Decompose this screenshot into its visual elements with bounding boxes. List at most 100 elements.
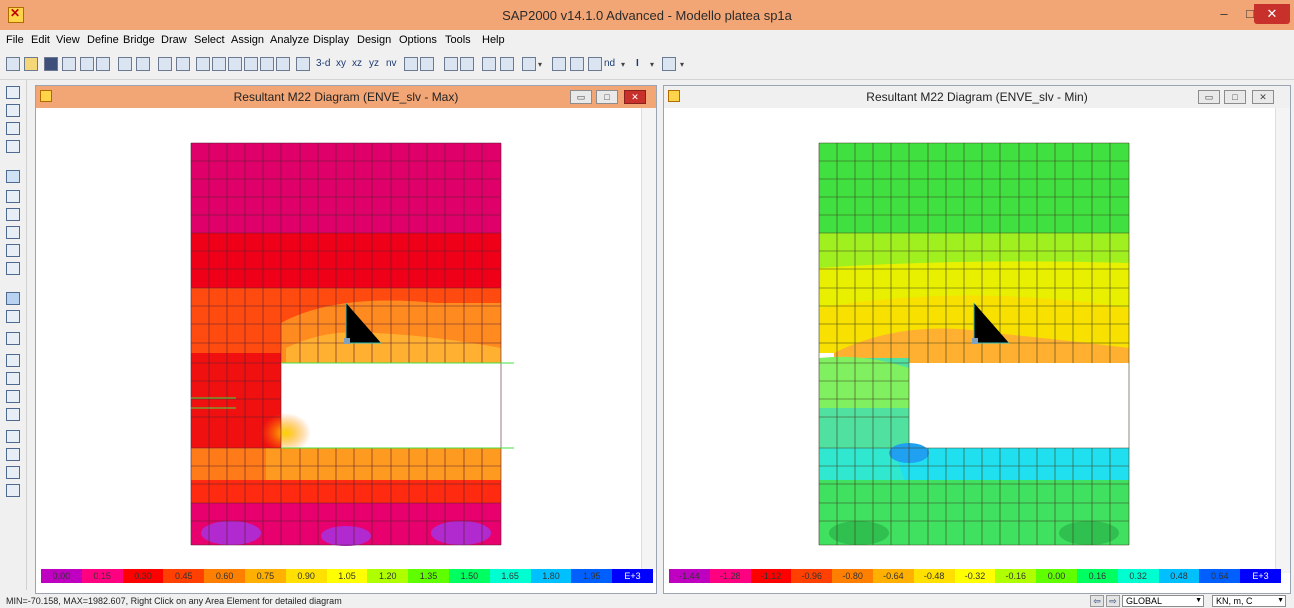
snap-perpendicular-icon[interactable] <box>6 226 20 239</box>
draw-rect-area-icon[interactable] <box>6 448 20 461</box>
zoom-previous-icon[interactable] <box>260 57 274 71</box>
panel-scrollbar[interactable] <box>641 108 656 573</box>
down-arrow-icon[interactable] <box>460 57 474 71</box>
panel-title-bar[interactable]: Resultant M22 Diagram (ENVE_slv - Max) ▭… <box>36 86 656 108</box>
menu-help[interactable]: Help <box>482 34 505 46</box>
menu-edit[interactable]: Edit <box>31 34 50 46</box>
legend-item: 0.75 <box>244 569 286 583</box>
contour-plot-min[interactable] <box>664 108 1276 568</box>
run-icon[interactable] <box>158 57 172 71</box>
rotate-view-icon[interactable] <box>404 57 418 71</box>
panel-close-button[interactable]: ✕ <box>1252 90 1274 104</box>
view-xy-button[interactable]: xy <box>336 58 346 69</box>
menu-options[interactable]: Options <box>399 34 437 46</box>
panel-maximize-button[interactable]: □ <box>596 90 618 104</box>
zoom-out-icon[interactable] <box>228 57 242 71</box>
zoom-in-icon[interactable] <box>212 57 226 71</box>
contour-plot-max[interactable] <box>36 108 642 568</box>
menu-design[interactable]: Design <box>357 34 392 46</box>
menu-analyze[interactable]: Analyze <box>270 34 310 46</box>
frame-icon[interactable] <box>552 57 566 71</box>
legend-item: 0.90 <box>285 569 327 583</box>
save-icon[interactable] <box>44 57 58 71</box>
nav-left-arrow-icon[interactable]: ⇦ <box>1090 595 1104 607</box>
section-icon[interactable] <box>570 57 584 71</box>
undo-icon[interactable] <box>80 57 94 71</box>
diagram-window-max[interactable]: Resultant M22 Diagram (ENVE_slv - Max) ▭… <box>35 85 657 594</box>
snap-lines-icon[interactable] <box>6 244 20 257</box>
perspective-icon[interactable] <box>420 57 434 71</box>
nav-right-arrow-icon[interactable]: ⇨ <box>1106 595 1120 607</box>
snap-ends-icon[interactable] <box>6 190 20 203</box>
panel-icon[interactable] <box>668 90 680 102</box>
previous-selection-icon[interactable] <box>6 104 20 117</box>
minimize-button[interactable]: – <box>1220 6 1228 21</box>
area-icon[interactable] <box>662 57 676 71</box>
draw-poly-area-icon[interactable] <box>6 430 20 443</box>
panel-title-bar[interactable]: Resultant M22 Diagram (ENVE_slv - Min) ▭… <box>664 86 1290 108</box>
view-yz-button[interactable]: yz <box>369 58 379 69</box>
refresh-icon[interactable] <box>118 57 132 71</box>
pointer-icon[interactable] <box>6 292 20 305</box>
display-options-icon[interactable] <box>522 57 536 71</box>
new-model-icon[interactable] <box>6 57 20 71</box>
view-xz-button[interactable]: xz <box>352 58 362 69</box>
view-nv-button[interactable]: nv <box>386 58 397 69</box>
diagram-window-min[interactable]: Resultant M22 Diagram (ENVE_slv - Min) ▭… <box>663 85 1291 594</box>
close-button[interactable]: ✕ <box>1254 4 1290 24</box>
maximize-button[interactable]: □ <box>1246 6 1254 21</box>
draw-frame-icon[interactable] <box>6 354 20 367</box>
menu-select[interactable]: Select <box>194 34 225 46</box>
menu-file[interactable]: File <box>6 34 24 46</box>
draw-joint-icon[interactable] <box>6 332 20 345</box>
clear-selection-icon[interactable] <box>6 122 20 135</box>
panel-maximize-button[interactable]: □ <box>1224 90 1246 104</box>
panel-close-button[interactable]: ✕ <box>624 90 646 104</box>
lock-icon[interactable] <box>136 57 150 71</box>
zoom-pan-icon[interactable] <box>276 57 290 71</box>
zoom-window-icon[interactable] <box>196 57 210 71</box>
dropdown-arrow-icon[interactable]: ▾ <box>538 60 543 69</box>
panel-icon[interactable] <box>40 90 52 102</box>
reshape-icon[interactable] <box>6 310 20 323</box>
coord-system-select[interactable]: GLOBAL ▼ <box>1122 595 1204 607</box>
select-all-icon[interactable] <box>6 86 20 99</box>
set-display-icon[interactable] <box>482 57 496 71</box>
menu-bridge[interactable]: Bridge <box>123 34 155 46</box>
view-3d-button[interactable]: 3-d <box>316 58 331 69</box>
snap-grid-icon[interactable] <box>6 262 20 275</box>
intersecting-line-icon[interactable] <box>6 140 20 153</box>
i-section-button[interactable]: I <box>636 58 639 69</box>
up-arrow-icon[interactable] <box>444 57 458 71</box>
panel-scrollbar[interactable] <box>1275 108 1290 573</box>
menu-assign[interactable]: Assign <box>231 34 265 46</box>
quick-draw-area-icon[interactable] <box>6 466 20 479</box>
draw-braces-icon[interactable] <box>6 390 20 403</box>
units-select[interactable]: KN, m, C ▼ <box>1212 595 1286 607</box>
snap-points-icon[interactable] <box>6 170 20 183</box>
menu-draw[interactable]: Draw <box>161 34 187 46</box>
menu-view[interactable]: View <box>56 34 80 46</box>
app-icon[interactable] <box>8 6 24 23</box>
zoom-fit-icon[interactable] <box>244 57 258 71</box>
draw-solid-icon[interactable] <box>6 484 20 497</box>
quick-draw-frame-icon[interactable] <box>6 372 20 385</box>
snap-intersection-icon[interactable] <box>6 208 20 221</box>
panel-minimize-button[interactable]: ▭ <box>570 90 592 104</box>
dropdown-arrow-icon[interactable]: ▾ <box>650 60 655 69</box>
menu-define[interactable]: Define <box>87 34 119 46</box>
panel-minimize-button[interactable]: ▭ <box>1198 90 1220 104</box>
menu-display[interactable]: Display <box>313 34 350 46</box>
dropdown-arrow-icon[interactable]: ▾ <box>621 60 626 69</box>
print-icon[interactable] <box>62 57 76 71</box>
menu-tools[interactable]: Tools <box>445 34 471 46</box>
draw-secondary-icon[interactable] <box>6 408 20 421</box>
nd-button[interactable]: nd <box>604 58 616 69</box>
pan-icon[interactable] <box>296 57 310 71</box>
open-icon[interactable] <box>24 57 38 71</box>
show-undeformed-icon[interactable] <box>500 57 514 71</box>
dropdown-arrow-icon[interactable]: ▾ <box>680 60 685 69</box>
redo-icon[interactable] <box>96 57 110 71</box>
rotate-icon[interactable] <box>176 57 190 71</box>
frame-forces-icon[interactable] <box>588 57 602 71</box>
